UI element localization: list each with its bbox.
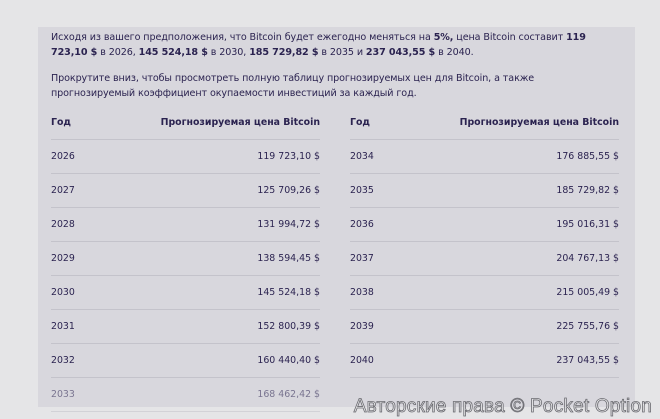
year-cell: 2032 [51,355,75,366]
table-row: 2037 204 767,13 $ [350,242,619,276]
table-row: 2028 131 994,72 $ [51,208,320,242]
table-row: 2030 145 524,18 $ [51,276,320,310]
text-segment: цена Bitcoin составит [453,32,567,43]
text-segment: в 2030, [207,47,250,58]
table-row: 2026 119 723,10 $ [51,140,320,174]
table-header: Год Прогнозируемая цена Bitcoin [350,106,619,140]
year-cell: 2038 [350,287,374,298]
highlight-value: 237 043,55 $ [365,47,436,58]
header-price: Прогнозируемая цена Bitcoin [459,117,619,128]
price-cell: 225 755,76 $ [556,321,619,332]
header-year: Год [51,117,71,128]
price-cell: 131 994,72 $ [257,219,320,230]
year-cell: 2034 [350,151,374,162]
table-row: 2031 152 800,39 $ [51,310,320,344]
price-cell: 160 440,40 $ [257,355,320,366]
table-row: 2038 215 005,49 $ [350,276,619,310]
price-table-left: Год Прогнозируемая цена Bitcoin 2026 119 72… [51,106,320,412]
year-cell: 2035 [350,185,374,196]
price-cell: 145 524,18 $ [257,287,320,298]
price-cell: 215 005,49 $ [556,287,619,298]
table-row: 2040 237 043,55 $ [350,344,619,378]
year-cell: 2029 [51,253,75,264]
price-cell: 168 462,42 $ [257,389,320,400]
price-cell: 237 043,55 $ [556,355,619,366]
text-segment: Исходя из вашего предположения, что Bitc… [51,32,434,43]
year-cell: 2040 [350,355,374,366]
price-cell: 138 594,45 $ [257,253,320,264]
text-segment: в 2035 и [318,47,366,58]
year-cell: 2030 [51,287,75,298]
header-price: Прогнозируемая цена Bitcoin [160,117,320,128]
intro-text: Исходя из вашего предположения, что Bitc… [51,30,621,112]
table-row: 2034 176 885,55 $ [350,140,619,174]
year-cell: 2031 [51,321,75,332]
text-segment: в 2026, [97,47,139,58]
year-cell: 2026 [51,151,75,162]
highlight-value: 5%, [433,32,454,43]
year-cell: 2033 [51,389,75,400]
watermark: Авторские права © Pocket Option [353,396,652,418]
price-cell: 195 016,31 $ [556,219,619,230]
table-row: 2036 195 016,31 $ [350,208,619,242]
price-cell: 176 885,55 $ [556,151,619,162]
year-cell: 2027 [51,185,75,196]
table-row: 2032 160 440,40 $ [51,344,320,378]
year-cell: 2039 [350,321,374,332]
price-cell: 125 709,26 $ [257,185,320,196]
year-cell: 2036 [350,219,374,230]
table-row: 2039 225 755,76 $ [350,310,619,344]
table-row: 2035 185 729,82 $ [350,174,619,208]
table-row: 2029 138 594,45 $ [51,242,320,276]
intro-summary: Исходя из вашего предположения, что Bitc… [51,30,621,60]
highlight-value: 119 723,10 $ [51,32,586,58]
text-segment: в 2040. [435,47,474,58]
highlight-value: 145 524,18 $ [138,47,208,58]
price-table-right: Год Прогнозируемая цена Bitcoin 2034 176 88… [350,106,619,378]
year-cell: 2028 [51,219,75,230]
highlight-value: 185 729,82 $ [249,47,319,58]
price-cell: 185 729,82 $ [556,185,619,196]
header-year: Год [350,117,370,128]
price-cell: 152 800,39 $ [257,321,320,332]
forecast-panel: Исходя из вашего предположения, что Bitc… [38,27,635,412]
price-cell: 204 767,13 $ [556,253,619,264]
price-cell: 119 723,10 $ [257,151,320,162]
table-header: Год Прогнозируемая цена Bitcoin [51,106,320,140]
intro-scroll-hint: Прокрутите вниз, чтобы просмотреть полну… [51,73,535,99]
table-row: 2033 168 462,42 $ [51,378,320,412]
year-cell: 2037 [350,253,374,264]
table-row: 2027 125 709,26 $ [51,174,320,208]
